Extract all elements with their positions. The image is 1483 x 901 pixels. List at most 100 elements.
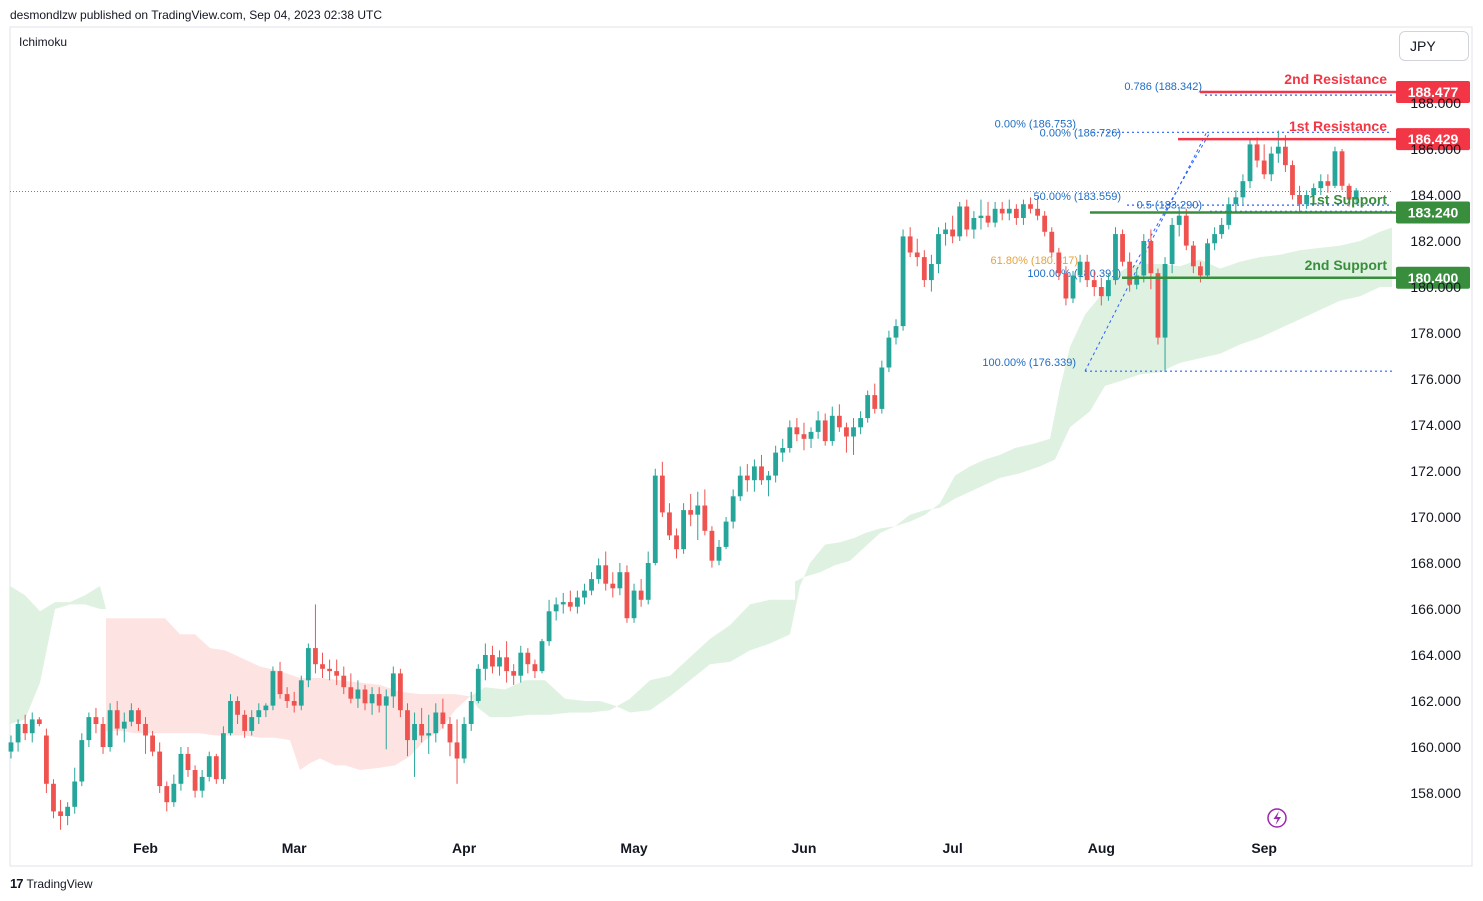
candle [950,215,956,244]
candle [1353,188,1359,205]
candle [1318,174,1324,195]
candle [999,201,1005,221]
candle [1247,139,1253,189]
candle [829,406,835,446]
candle [865,390,871,423]
y-tick-label: 178.000 [1410,325,1461,341]
candle [737,466,743,501]
candle [921,250,927,287]
level-price-text-3: 180.400 [1408,270,1459,286]
brand-label: TradingView [26,876,93,891]
candle [341,666,347,695]
candle [1275,130,1281,163]
candles [8,130,1359,830]
candle [744,464,750,492]
candle [610,572,616,598]
candle [674,528,679,559]
candle [518,645,524,683]
level-price-badge-1 [1396,128,1470,151]
candle [652,468,658,566]
tradingview-logo[interactable]: 17 TradingView [10,876,93,891]
candle [192,765,198,798]
level-price-badge-0 [1396,81,1470,104]
candle [511,664,517,685]
candle [263,703,269,718]
candle [121,712,127,743]
candle [1042,211,1048,237]
candle [199,770,205,798]
candle [1268,146,1274,182]
candle [51,779,56,819]
candle [702,489,708,536]
candle [589,572,594,596]
y-tick-label: 186.000 [1410,141,1461,157]
y-tick-label: 174.000 [1410,417,1461,433]
candle [44,728,49,793]
candle [631,583,637,623]
support-resistance-levels: 2nd Resistance 188.477 1st Resistance 186.4… [1090,71,1470,289]
candle [681,503,686,554]
candle [1212,227,1217,251]
candle [603,551,609,591]
candle [313,604,318,674]
candle [114,701,120,736]
price-axis: 158.000 160.000 162.000 164.000 166.000 168.0… [1410,95,1461,801]
fib-label-4: 0.5 (183.290) [1137,199,1202,211]
y-tick-label: 168.000 [1410,555,1461,571]
level-price-badge-2 [1396,201,1470,224]
candle [355,680,361,708]
x-tick-label: Jun [792,840,817,856]
x-tick-label: Sep [1251,840,1277,856]
candle [376,687,382,713]
candle [327,659,332,681]
candle [900,229,906,331]
candle [1205,238,1210,278]
candle [15,719,21,752]
candle [1261,144,1267,179]
candle [851,418,856,455]
candle [1013,204,1019,225]
candle [801,422,807,451]
y-tick-label: 166.000 [1410,601,1461,617]
level-price-badge-3 [1396,266,1470,289]
candle [822,413,828,446]
currency-selector[interactable]: JPY [1399,31,1469,61]
candle [1169,218,1175,274]
candle [844,422,849,453]
candle [596,558,602,584]
candle [1113,227,1118,285]
candle [8,735,14,759]
candle [348,673,354,704]
candle [1056,247,1062,281]
candle [1021,199,1026,225]
candle [107,703,113,752]
candle [405,703,410,757]
candle [992,201,998,228]
candle [412,712,417,777]
candle [468,691,474,731]
level-label-1: 1st Resistance [1289,118,1387,134]
candle [879,360,885,414]
indicator-label[interactable]: Ichimoku [19,35,68,49]
candle [79,733,85,787]
candle [93,707,99,734]
fib-trend-line-2 [1126,132,1211,279]
y-tick-label: 170.000 [1410,509,1461,525]
candle [971,211,977,239]
candle [1290,160,1295,200]
candle [964,199,970,237]
candle [752,459,757,492]
candle [780,438,786,462]
candle [86,712,92,747]
fib-label-2: 0.00% (186.726) [1040,127,1121,139]
lightning-icon[interactable] [1267,808,1287,828]
candle [320,652,325,678]
fib-label-1: 0.00% (186.753) [995,119,1076,131]
candle [454,719,460,784]
candle [914,238,920,267]
candle [929,254,934,292]
fib-label-7: 100.00% (176.339) [982,357,1076,369]
candle [1283,135,1288,172]
candle [638,579,644,607]
